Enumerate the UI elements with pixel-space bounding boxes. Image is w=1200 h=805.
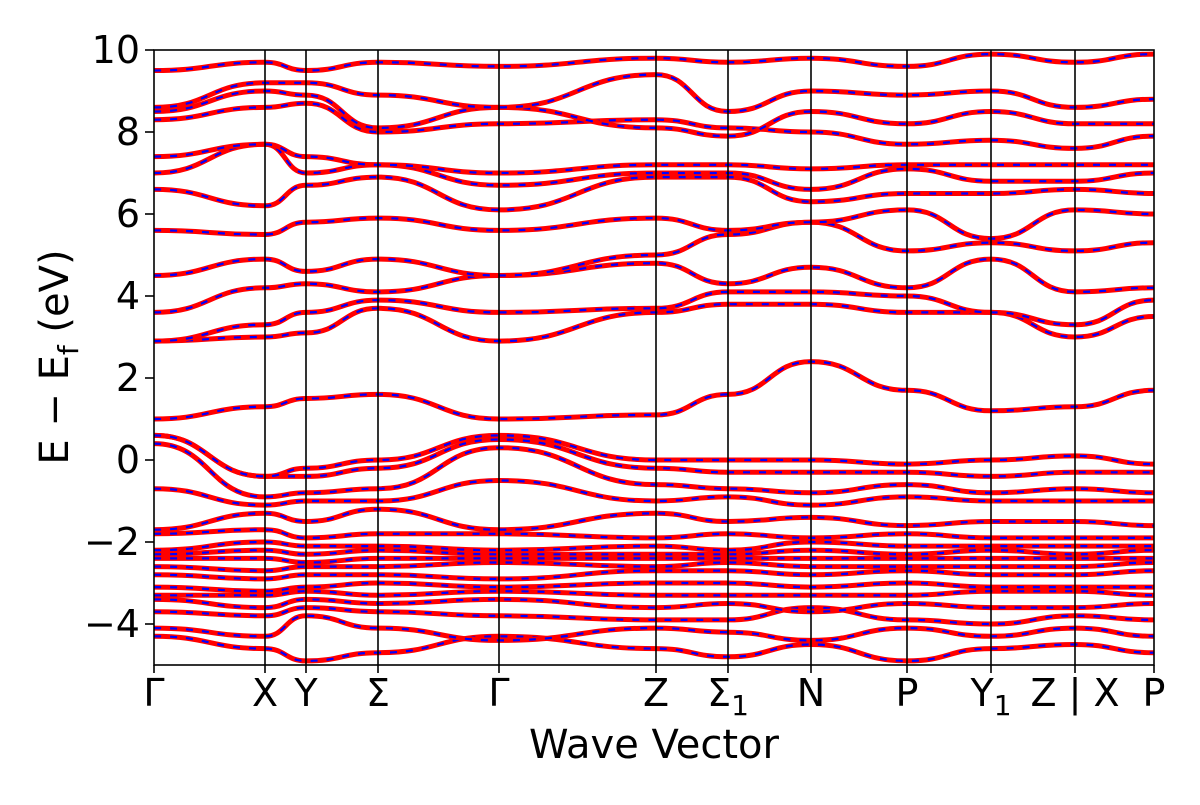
x-tick-label-2: X: [252, 671, 278, 715]
band-1: [154, 633, 1154, 664]
x-tick-label-9: P: [896, 671, 919, 715]
x-tick-label-4: Σ: [366, 671, 390, 715]
y-tick-label-6: 0: [116, 438, 140, 482]
band-3-overlay: [154, 606, 1154, 626]
band-23: [154, 207, 1154, 242]
y-tick-label-7: −2: [84, 520, 140, 564]
y-axis-ticks: 10 8 6 4 2 0 −2 −4: [84, 28, 154, 646]
band-21-overlay: [154, 257, 1154, 314]
band-26: [154, 141, 1154, 176]
bands-layer: [154, 51, 1154, 664]
x-axis-ticks: Γ X Y Σ Γ Z Σ1 N P Y1 Z | X P: [143, 665, 1165, 722]
band-8-overlay: [154, 561, 1154, 572]
band-29-overlay: [154, 73, 1154, 113]
band-28-overlay: [154, 89, 1154, 138]
x-tick-label-3: Y: [293, 671, 318, 715]
band-7-overlay: [154, 569, 1154, 581]
band-22-overlay: [154, 221, 1154, 277]
x-tick-label-10: Y1: [969, 671, 1011, 722]
y-tick-label-4: 4: [116, 274, 140, 318]
y-axis-title: E − Ef (eV): [32, 249, 85, 464]
band-5-overlay: [154, 590, 1154, 597]
band-26-overlay: [154, 143, 1154, 175]
band-12: [154, 527, 1154, 541]
x-tick-label-12: P: [1143, 671, 1166, 715]
x-tick-label-1: Γ: [143, 671, 164, 715]
y-tick-label-3: 6: [116, 192, 140, 236]
band-28: [154, 88, 1154, 139]
y-axis-title-unit: (eV): [32, 249, 78, 345]
band-13-overlay: [154, 508, 1154, 531]
band-21: [154, 256, 1154, 315]
plot-frame: [153, 49, 1155, 666]
x-tick-label-5: Γ: [488, 671, 509, 715]
y-axis-title-subscript: f: [52, 344, 85, 355]
band-30-overlay: [154, 52, 1154, 72]
band-17-overlay: [154, 434, 1154, 478]
band-24-overlay: [154, 175, 1154, 212]
y-axis-title-main: E − E: [32, 355, 78, 465]
band-10-overlay: [154, 549, 1154, 556]
band-25-overlay: [154, 143, 1154, 191]
band-18: [154, 359, 1154, 422]
high-symmetry-lines: [264, 50, 1076, 665]
band-22: [154, 219, 1154, 278]
x-tick-label-7: Σ1: [707, 671, 749, 722]
band-1-overlay: [154, 635, 1154, 663]
x-tick-label-11: Z | X: [1030, 671, 1119, 716]
band-2-overlay: [154, 614, 1154, 642]
band-30: [154, 51, 1154, 73]
x-tick-label-8: N: [797, 671, 825, 715]
band-12-overlay: [154, 528, 1154, 540]
y-tick-label-5: 2: [116, 356, 140, 400]
y-tick-label-2: 8: [116, 110, 140, 154]
y-tick-label-8: −4: [84, 602, 140, 646]
x-axis-title: Wave Vector: [529, 722, 780, 768]
band-13: [154, 506, 1154, 533]
x-tick-label-6: Z: [643, 671, 669, 715]
y-tick-label-1: 10: [92, 28, 140, 72]
band-4-overlay: [154, 598, 1154, 613]
